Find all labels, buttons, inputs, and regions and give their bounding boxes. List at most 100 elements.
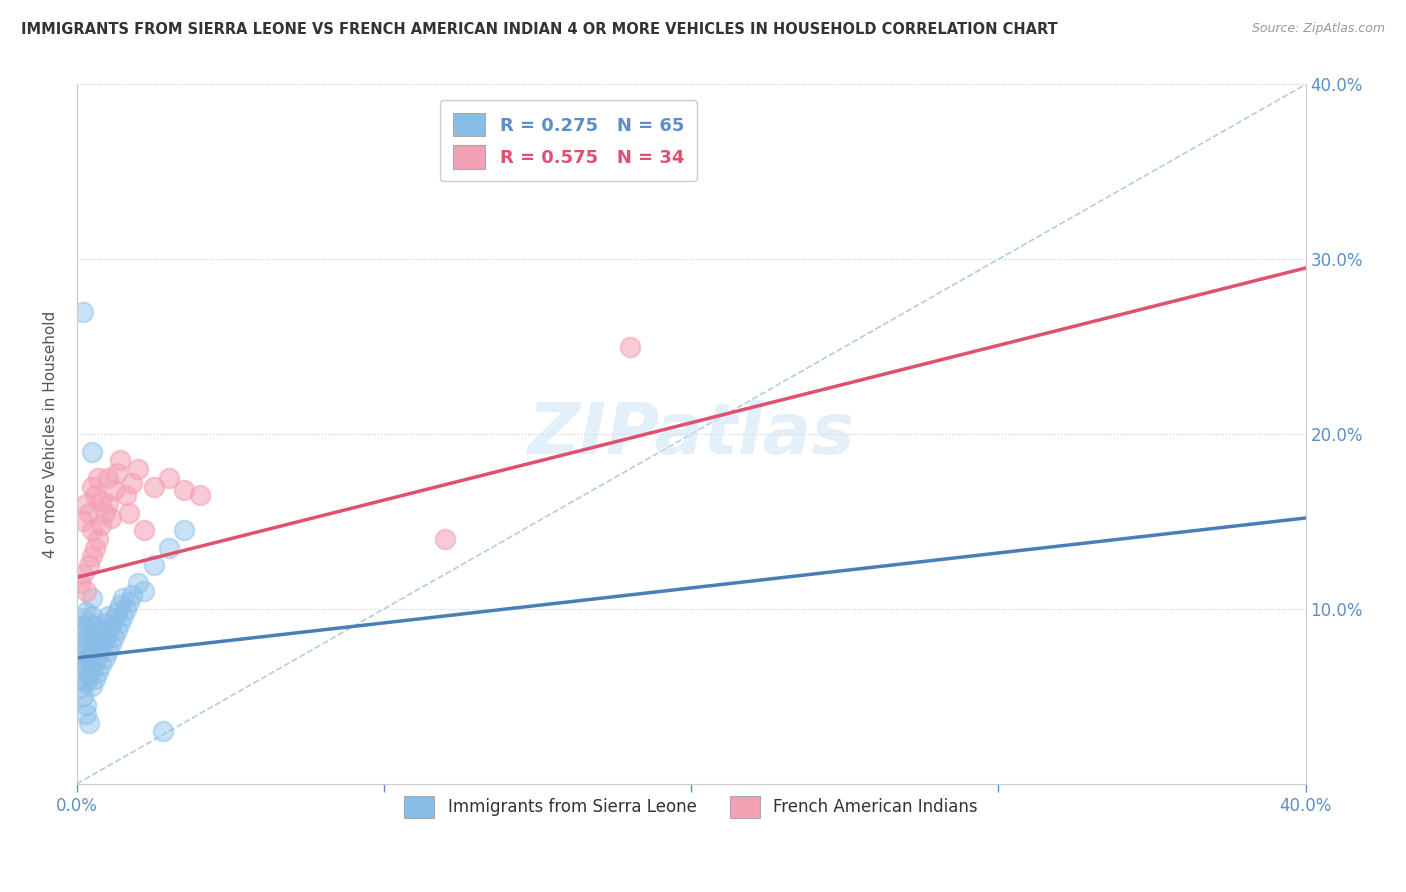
Point: [77, 506, 100, 520]
Point: [84, 654, 107, 668]
Point: [84, 619, 107, 633]
Point: [97, 608, 120, 623]
Point: [118, 595, 141, 609]
Point: [157, 471, 180, 485]
Point: [84, 637, 107, 651]
Point: [77, 615, 100, 630]
Point: [93, 633, 115, 648]
Point: [121, 588, 143, 602]
Point: [188, 488, 211, 502]
Point: [111, 608, 134, 623]
Point: [434, 532, 457, 546]
Point: [82, 479, 104, 493]
Point: [157, 541, 180, 555]
Point: [134, 523, 156, 537]
Point: [75, 657, 97, 672]
Point: [82, 626, 104, 640]
Point: [75, 584, 97, 599]
Point: [72, 304, 94, 318]
Point: [75, 623, 97, 637]
Point: [77, 651, 100, 665]
Point: [75, 698, 97, 712]
Point: [84, 541, 107, 555]
Point: [127, 575, 149, 590]
Point: [134, 584, 156, 599]
Point: [87, 665, 110, 679]
Point: [93, 651, 115, 665]
Point: [82, 644, 104, 658]
Point: [87, 532, 110, 546]
Point: [69, 681, 91, 695]
Point: [105, 466, 128, 480]
Point: [87, 648, 110, 662]
Point: [72, 654, 94, 668]
Point: [87, 630, 110, 644]
Point: [69, 575, 91, 590]
Point: [84, 488, 107, 502]
Point: [142, 479, 165, 493]
Point: [93, 615, 115, 630]
Point: [82, 523, 104, 537]
Point: [72, 610, 94, 624]
Point: [93, 506, 115, 520]
Point: [111, 591, 134, 606]
Point: [103, 630, 125, 644]
Point: [103, 612, 125, 626]
Point: [152, 724, 174, 739]
Point: [121, 476, 143, 491]
Point: [77, 633, 100, 648]
Text: IMMIGRANTS FROM SIERRA LEONE VS FRENCH AMERICAN INDIAN 4 OR MORE VEHICLES IN HOU: IMMIGRANTS FROM SIERRA LEONE VS FRENCH A…: [21, 22, 1057, 37]
Point: [115, 488, 138, 502]
Point: [72, 690, 94, 704]
Point: [75, 606, 97, 620]
Point: [69, 628, 91, 642]
Text: ZIPatlas: ZIPatlas: [527, 400, 855, 468]
Point: [90, 493, 112, 508]
Point: [115, 602, 138, 616]
Point: [142, 558, 165, 573]
Text: Source: ZipAtlas.com: Source: ZipAtlas.com: [1251, 22, 1385, 36]
Point: [100, 637, 122, 651]
Point: [82, 679, 104, 693]
Point: [105, 623, 128, 637]
Point: [77, 668, 100, 682]
Y-axis label: 4 or more Vehicles in Household: 4 or more Vehicles in Household: [44, 310, 58, 558]
Point: [82, 591, 104, 606]
Point: [72, 566, 94, 581]
Point: [69, 663, 91, 677]
Point: [77, 715, 100, 730]
Point: [90, 623, 112, 637]
Point: [100, 619, 122, 633]
Point: [84, 672, 107, 686]
Point: [75, 706, 97, 721]
Point: [173, 523, 195, 537]
Point: [108, 615, 131, 630]
Point: [72, 515, 94, 529]
Point: [75, 675, 97, 690]
Point: [97, 497, 120, 511]
Point: [72, 672, 94, 686]
Point: [72, 637, 94, 651]
Point: [127, 462, 149, 476]
Point: [87, 471, 110, 485]
Point: [118, 506, 141, 520]
Point: [82, 661, 104, 675]
Point: [97, 644, 120, 658]
Point: [90, 657, 112, 672]
Point: [82, 444, 104, 458]
Point: [90, 640, 112, 655]
Point: [75, 497, 97, 511]
Point: [90, 518, 112, 533]
Point: [108, 599, 131, 613]
Legend: Immigrants from Sierra Leone, French American Indians: Immigrants from Sierra Leone, French Ame…: [398, 789, 984, 824]
Point: [100, 511, 122, 525]
Point: [108, 453, 131, 467]
Point: [103, 483, 125, 497]
Point: [105, 606, 128, 620]
Point: [69, 646, 91, 660]
Point: [173, 483, 195, 497]
Point: [72, 619, 94, 633]
Point: [82, 608, 104, 623]
Point: [77, 558, 100, 573]
Point: [619, 340, 641, 354]
